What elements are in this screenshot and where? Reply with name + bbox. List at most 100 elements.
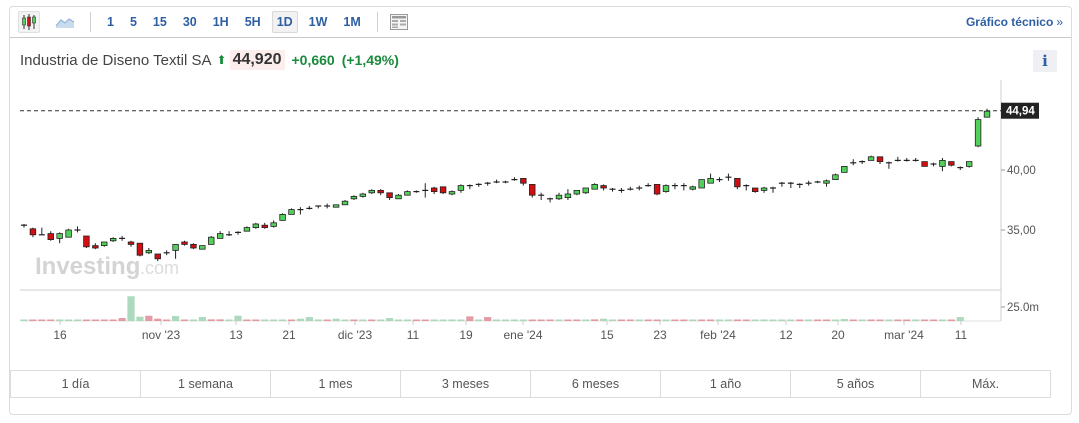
- candle: [29, 228, 37, 236]
- x-tick-label: 11: [955, 328, 968, 342]
- volume-bar: [385, 318, 394, 321]
- candle: [359, 193, 367, 197]
- volume-bar: [706, 319, 715, 321]
- volume-bar: [519, 319, 527, 321]
- candle: [332, 204, 340, 208]
- range-button[interactable]: 1 año: [661, 371, 791, 397]
- volume-bar: [510, 319, 519, 321]
- x-tick-label: 13: [229, 328, 243, 342]
- double-chevron-right-icon: »: [1056, 15, 1063, 29]
- candle: [457, 185, 465, 191]
- candle: [216, 233, 224, 239]
- volume-bar: [127, 296, 135, 321]
- range-button[interactable]: Máx.: [971, 377, 1000, 391]
- volume-bar: [109, 319, 117, 321]
- volume-bar: [742, 319, 750, 321]
- volume-bar: [912, 319, 920, 321]
- volume-bar: [813, 319, 822, 321]
- volume-bar: [421, 319, 429, 321]
- volume-bar: [787, 319, 795, 321]
- toolbar-divider: [376, 12, 378, 32]
- info-button[interactable]: i: [1033, 50, 1057, 72]
- candle: [823, 180, 830, 184]
- volume-bar: [805, 319, 813, 321]
- volume-bar: [394, 319, 403, 321]
- candle: [47, 233, 54, 241]
- volume-bar: [608, 319, 617, 321]
- volume-bar: [555, 319, 563, 321]
- volume-bar: [635, 319, 643, 321]
- range-button[interactable]: 3 meses: [401, 371, 531, 397]
- range-button[interactable]: 1 día: [11, 371, 141, 397]
- x-tick-label: feb '24: [700, 328, 736, 342]
- quote-header: Industria de Diseno Textil SA ⬆ 44,920 +…: [20, 50, 399, 70]
- candle: [208, 236, 215, 245]
- volume-bar: [484, 317, 492, 321]
- range-button[interactable]: 5 años: [791, 371, 921, 397]
- timeframe-1m[interactable]: 1M: [343, 15, 361, 29]
- current-price-label: 44,94: [1006, 106, 1035, 118]
- candle: [386, 192, 393, 199]
- candle: [689, 186, 696, 190]
- candle: [832, 174, 839, 181]
- volume-bar: [920, 319, 929, 321]
- area-chart-button[interactable]: [54, 11, 76, 33]
- timeframe-1w[interactable]: 1W: [308, 15, 328, 29]
- price-change-percent: (+1,49%): [341, 52, 399, 68]
- timeframe-1d[interactable]: 1D: [271, 11, 298, 33]
- volume-bar: [100, 319, 108, 321]
- candlestick-chart-button[interactable]: [18, 11, 40, 33]
- technical-chart-link[interactable]: Gráfico técnico»: [966, 15, 1063, 29]
- volume-bar: [287, 319, 296, 321]
- volume-bar: [894, 319, 902, 321]
- info-icon: i: [1042, 52, 1048, 70]
- price-chart[interactable]: Investing .com 40,00 35,00 25.0m 44,94 16 nov '…: [0, 0, 1079, 360]
- volume-bar: [314, 319, 322, 321]
- candle: [190, 243, 197, 249]
- volume-bar: [225, 319, 233, 321]
- candle: [56, 233, 63, 239]
- volume-bar: [323, 319, 331, 321]
- candle: [101, 241, 108, 246]
- toolbar-divider: [90, 12, 91, 32]
- range-button[interactable]: 1 mes: [271, 371, 401, 397]
- candle: [145, 249, 153, 254]
- candle: [350, 195, 358, 200]
- current-price-badge: [1001, 102, 1039, 119]
- timeframe-30[interactable]: 30: [182, 15, 197, 29]
- candle: [65, 229, 72, 238]
- volume-bar: [163, 319, 171, 321]
- timeframe-5[interactable]: 5: [129, 15, 137, 29]
- timeframe-5h[interactable]: 5H: [244, 15, 261, 29]
- y-tick-label: 40,00: [1007, 165, 1036, 177]
- volume-bar: [733, 319, 741, 321]
- range-button[interactable]: 1 semana: [141, 371, 271, 397]
- candle: [252, 223, 260, 228]
- volume-bar: [778, 319, 786, 321]
- volume-bar: [305, 317, 313, 321]
- volume-bar: [47, 319, 55, 321]
- volume-bar: [840, 319, 848, 321]
- timeframe-15[interactable]: 15: [152, 15, 167, 29]
- candlestick-chart-icon: [22, 14, 36, 30]
- volume-bar: [412, 319, 420, 321]
- candle: [529, 183, 536, 196]
- x-tick-label: 20: [831, 328, 845, 342]
- range-button[interactable]: 6 meses: [531, 371, 661, 397]
- volume-tick-label: 25.0m: [1007, 302, 1039, 314]
- volume-bar: [145, 315, 153, 321]
- candle: [172, 243, 179, 251]
- candle: [181, 241, 188, 245]
- candle: [841, 165, 848, 173]
- volume-bar: [626, 319, 634, 321]
- table-view-button[interactable]: [388, 11, 410, 33]
- x-tick-label: 15: [600, 328, 614, 342]
- volume-bar: [368, 319, 376, 321]
- candle: [404, 191, 411, 196]
- timeframe-1h[interactable]: 1H: [212, 15, 229, 29]
- timeframe-1[interactable]: 1: [107, 15, 114, 29]
- candle: [921, 161, 928, 167]
- volume-bar: [359, 319, 367, 321]
- volume-bar: [64, 319, 73, 321]
- x-tick-label: 21: [282, 328, 296, 342]
